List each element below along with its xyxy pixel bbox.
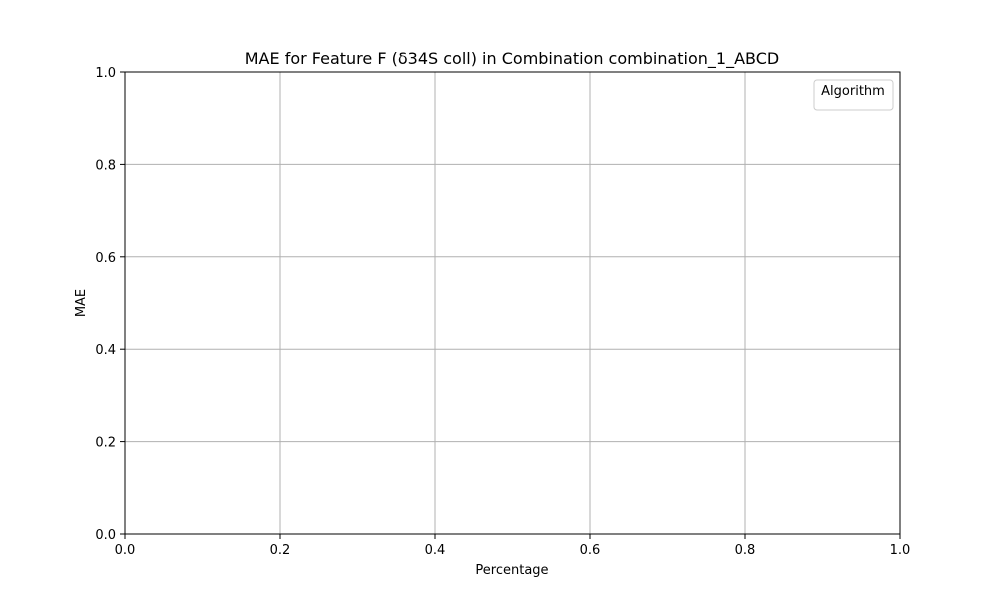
x-tick-label: 0.4 [425,543,446,558]
x-axis: 0.0 0.2 0.4 0.6 0.8 1.0 [115,534,911,558]
y-tick-label: 0.0 [95,528,116,543]
y-axis: 0.0 0.2 0.4 0.6 0.8 1.0 [95,66,125,543]
y-tick-label: 0.2 [95,436,116,451]
x-tick-label: 1.0 [890,543,911,558]
grid [124,71,901,535]
x-tick-label: 0.6 [580,543,601,558]
x-tick-label: 0.0 [115,543,136,558]
legend: Algorithm [813,79,894,111]
y-tick-label: 1.0 [95,66,116,81]
y-tick-label: 0.6 [95,251,116,266]
legend-box [813,79,894,111]
plot-area-frame [124,71,901,535]
y-tick-label: 0.4 [95,343,116,358]
y-axis-label: MAE [74,289,89,317]
legend-title: Algorithm [821,84,885,99]
x-tick-label: 0.2 [270,543,291,558]
y-tick-label: 0.8 [95,158,116,173]
x-tick-label: 0.8 [735,543,756,558]
x-axis-label: Percentage [475,563,548,578]
chart-title: MAE for Feature F (δ34S coll) in Combina… [245,49,779,69]
